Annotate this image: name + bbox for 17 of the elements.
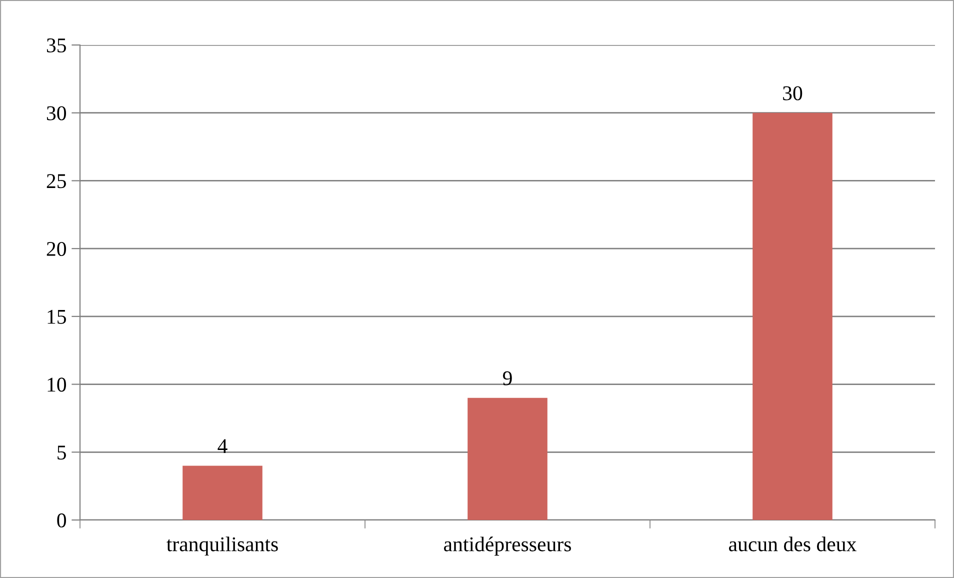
y-tick-label: 5 [58,446,66,460]
y-tick-label: 20 [46,242,66,256]
data-label: 4 [218,439,228,453]
y-tick-label: 30 [46,106,66,120]
x-tick-label: antidépresseurs [444,536,571,556]
bar [182,466,262,520]
y-tick-label: 10 [48,378,66,392]
y-tick-label: 35 [46,38,66,52]
x-tick-label: aucun des deux [729,536,856,552]
y-tick-label: 25 [46,174,66,188]
y-tick-label: 0 [57,513,66,528]
data-label: 30 [783,86,802,100]
data-label: 9 [502,371,512,386]
x-tick-label: tranquilisants [166,536,278,556]
bar [752,112,832,520]
bar [468,398,548,520]
y-tick-label: 15 [48,310,66,324]
